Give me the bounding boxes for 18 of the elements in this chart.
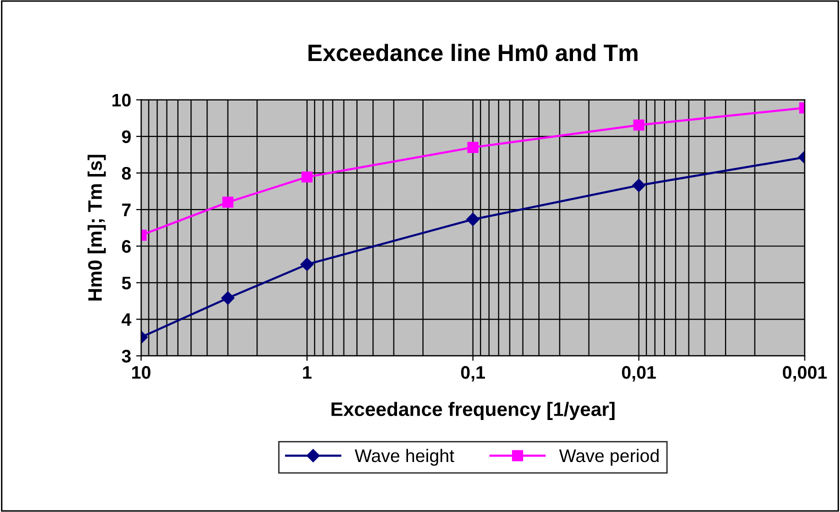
x-tick-label: 0,1 (461, 366, 485, 382)
y-tick-label: 10 (112, 94, 131, 107)
y-tick-label: 5 (122, 276, 131, 290)
y-tick-label: 8 (122, 166, 131, 180)
y-tick-label: 6 (122, 240, 131, 253)
chart-title: Exceedance line Hm0 and Tm (308, 44, 638, 62)
x-axis-title: Exceedance frequency [1/year] (332, 402, 615, 420)
legend-label: Wave period (559, 448, 659, 466)
x-tick-label: 10 (132, 366, 150, 379)
y-tick-label: 7 (122, 204, 131, 216)
legend-label: Wave height (354, 448, 454, 466)
x-tick-label: 0,01 (622, 366, 656, 382)
y-axis-title: Hm0 [m]; Tm [s] (88, 154, 106, 301)
y-tick-label: 4 (122, 313, 132, 326)
y-tick-label: 3 (122, 350, 131, 363)
x-tick-label: 0,001 (782, 366, 827, 382)
y-tick-label: 9 (122, 130, 131, 144)
x-tick-label: 1 (303, 366, 312, 379)
